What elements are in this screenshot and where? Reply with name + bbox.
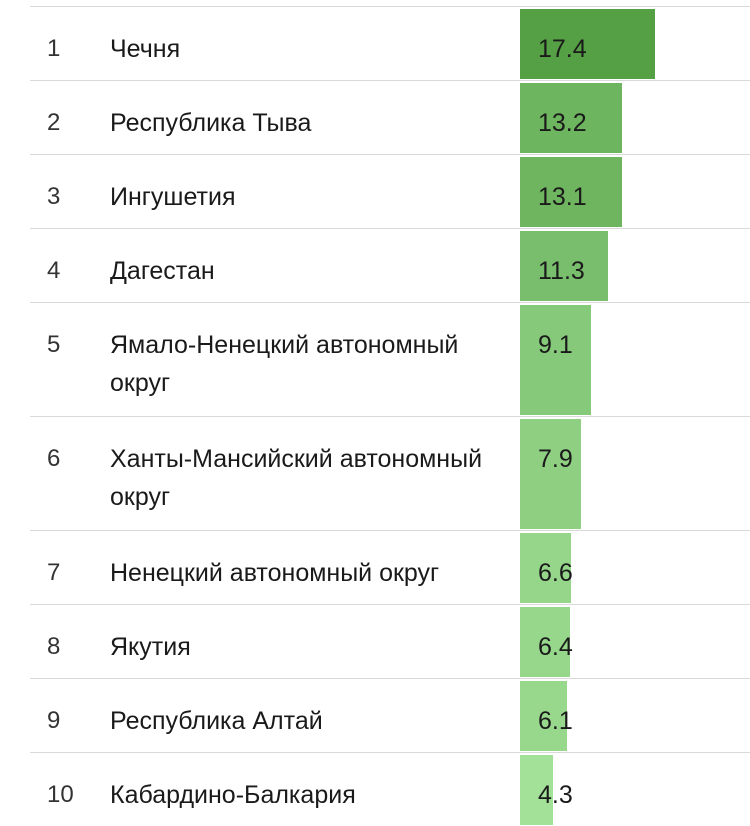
region-label: Кабардино-Балкария: [110, 781, 356, 809]
table-row: 3 Ингушетия 13.1: [30, 154, 750, 228]
table-row: 1 Чечня 17.4: [30, 6, 750, 80]
table-row: 9 Республика Алтай 6.1: [30, 678, 750, 752]
value-label: 4.3: [538, 781, 573, 809]
value-label: 6.6: [538, 559, 573, 587]
rank-label: 1: [47, 35, 61, 62]
table-row: 2 Республика Тыва 13.2: [30, 80, 750, 154]
rank-label: 10: [47, 781, 74, 808]
rank-label: 6: [47, 445, 61, 472]
region-label: Чечня: [110, 35, 181, 63]
value-label: 7.9: [538, 445, 573, 473]
table-row: 6 Ханты-Мансийский автономный округ 7.9: [30, 416, 750, 530]
table-row: 8 Якутия 6.4: [30, 604, 750, 678]
region-label: Ингушетия: [110, 183, 236, 211]
table-row: 10 Кабардино-Балкария 4.3: [30, 752, 750, 826]
region-label: Ненецкий автономный округ: [110, 559, 440, 587]
value-label: 6.4: [538, 633, 573, 661]
rank-label: 9: [47, 707, 61, 734]
region-label: Ханты-Мансийский автономный округ: [110, 445, 483, 511]
value-label: 13.2: [538, 109, 587, 137]
region-label: Республика Алтай: [110, 707, 323, 735]
value-bar: [520, 83, 622, 153]
rank-label: 5: [47, 331, 61, 358]
ranking-table: 1 Чечня 17.4 2 Республика Тыва 13.2 3 Ингушетия…: [30, 6, 750, 826]
value-bar: [520, 681, 567, 751]
value-bar: [520, 9, 655, 79]
value-bar: [520, 419, 581, 529]
rank-label: 2: [47, 109, 61, 136]
table-row: 7 Ненецкий автономный округ 6.6: [30, 530, 750, 604]
value-label: 17.4: [538, 35, 587, 63]
rank-label: 3: [47, 183, 61, 210]
value-bar: [520, 231, 608, 301]
rank-label: 8: [47, 633, 61, 660]
rank-label: 4: [47, 257, 61, 284]
value-bar: [520, 755, 553, 825]
rank-label: 7: [47, 559, 61, 586]
value-bar: [520, 607, 570, 677]
region-label: Республика Тыва: [110, 109, 312, 137]
region-label: Якутия: [110, 633, 191, 661]
value-label: 11.3: [538, 257, 585, 285]
value-label: 9.1: [538, 331, 573, 359]
table-row: 4 Дагестан 11.3: [30, 228, 750, 302]
value-label: 13.1: [538, 183, 587, 211]
value-bar: [520, 157, 622, 227]
value-label: 6.1: [538, 707, 573, 735]
region-label: Ямало-Ненецкий автономный округ: [110, 331, 459, 397]
value-bar: [520, 305, 591, 415]
table-row: 5 Ямало-Ненецкий автономный округ 9.1: [30, 302, 750, 416]
value-bar: [520, 533, 571, 603]
region-label: Дагестан: [110, 257, 215, 285]
